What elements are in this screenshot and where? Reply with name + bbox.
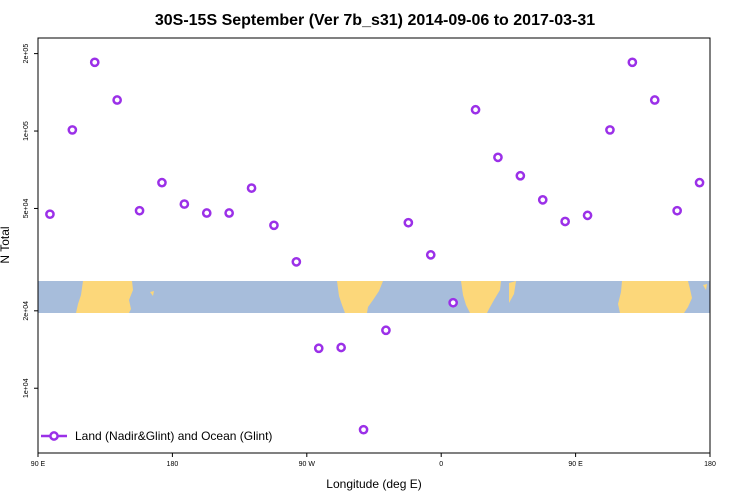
land-south-america [337, 281, 383, 313]
data-point-0-9 [246, 183, 257, 193]
x-tick-label-4: 90 E [568, 461, 583, 468]
data-points [45, 57, 705, 435]
x-tick-label-2: 90 W [299, 461, 316, 468]
y-tick-label-1: 2e+04 [23, 301, 30, 321]
data-point-0-12 [313, 343, 324, 354]
data-point-0-20 [493, 152, 503, 163]
y-tick-label-4: 2e+05 [23, 44, 30, 64]
data-point-0-17 [425, 250, 436, 260]
data-point-0-0 [45, 209, 55, 220]
data-point-0-19 [470, 104, 481, 115]
legend-marker [49, 431, 59, 441]
data-point-0-29 [694, 177, 705, 188]
data-point-0-8 [224, 208, 234, 218]
x-axis-label: Longitude (deg E) [326, 477, 421, 491]
world-map-band [38, 281, 710, 313]
y-axis-label: N Total [0, 226, 12, 263]
data-point-0-13 [336, 342, 346, 353]
data-point-0-23 [560, 216, 570, 227]
land-madagascar [509, 281, 516, 303]
plot-frame [37, 37, 711, 454]
data-point-0-5 [157, 177, 167, 188]
legend: Land (Nadir&Glint) and Ocean (Glint) [41, 429, 272, 443]
y-tick-label-3: 1e+05 [23, 121, 30, 141]
data-point-0-2 [89, 57, 100, 68]
x-tick-label-0: 90 E [31, 461, 46, 468]
data-point-0-15 [381, 325, 391, 336]
data-point-0-10 [269, 220, 279, 231]
data-point-0-27 [649, 95, 660, 105]
data-point-0-4 [134, 205, 145, 216]
y-tick-label-2: 5e+04 [23, 199, 30, 219]
land-africa-1 [76, 281, 133, 313]
land-africa-2 [461, 281, 501, 313]
data-point-0-7 [201, 208, 212, 218]
data-point-0-3 [112, 95, 122, 105]
x-axis: 90 E 180 90 W 0 90 E 180 [31, 453, 716, 468]
legend-label: Land (Nadir&Glint) and Ocean (Glint) [75, 429, 272, 443]
data-point-0-18 [448, 297, 458, 308]
x-tick-label-3: 0 [439, 461, 443, 468]
data-point-0-21 [515, 170, 526, 181]
chart-title: 30S-15S September (Ver 7b_s31) 2014-09-0… [155, 12, 595, 29]
land-australia-2 [618, 281, 692, 313]
x-tick-label-1: 180 [167, 461, 179, 468]
data-point-0-25 [605, 125, 615, 135]
data-point-0-28 [672, 205, 682, 216]
data-point-0-16 [403, 217, 414, 228]
data-point-0-6 [179, 199, 190, 209]
data-point-0-14 [358, 424, 369, 435]
data-point-0-24 [582, 210, 593, 221]
data-point-0-1 [67, 125, 78, 135]
data-point-0-11 [291, 257, 302, 267]
y-tick-label-0: 1e+04 [23, 378, 30, 398]
data-point-0-26 [627, 57, 638, 68]
y-axis: 1e+04 2e+04 5e+04 1e+05 2e+05 [23, 44, 38, 398]
x-tick-label-5: 180 [704, 461, 716, 468]
data-point-0-22 [537, 195, 548, 205]
